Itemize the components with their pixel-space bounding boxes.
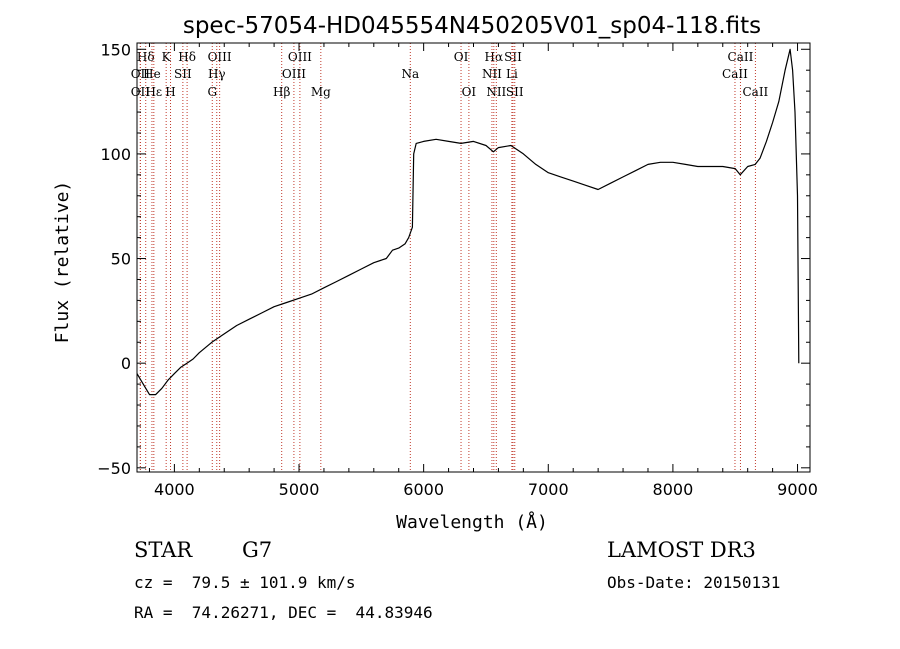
series-line-0 <box>136 48 800 396</box>
marker-label-17: CaII <box>722 67 748 81</box>
x-tick-label-3: 7000 <box>528 480 569 499</box>
marker-label-10: He <box>143 67 161 81</box>
marker-label-16: Li <box>506 67 518 81</box>
marker-label-0: Hδ <box>137 50 155 64</box>
object-subclass: G7 <box>242 538 273 562</box>
y-tick-label-4: 150 <box>100 40 131 59</box>
spectrum-series <box>136 48 800 396</box>
marker-label-3: OIII <box>208 50 232 64</box>
y-axis-label: Flux (relative) <box>52 181 73 344</box>
x-tick-label-0: 4000 <box>154 480 195 499</box>
marker-label-26: SII <box>506 85 524 99</box>
marker-label-25: NII <box>486 85 506 99</box>
x-tick-label-5: 9000 <box>777 480 818 499</box>
marker-label-2: Hδ <box>178 50 196 64</box>
x-tick-label-4: 8000 <box>653 480 694 499</box>
axis-ticks: 4000 5000 6000 7000 8000 9000 −50 0 50 100 150 <box>97 40 818 499</box>
marker-label-22: Hβ <box>273 85 290 99</box>
observation-date: Obs-Date: 20150131 <box>607 573 781 592</box>
marker-label-15: NII <box>482 67 502 81</box>
x-tick-label-2: 6000 <box>403 480 444 499</box>
marker-label-5: OI <box>454 50 469 64</box>
marker-label-19: Hε <box>145 85 162 99</box>
y-tick-label-1: 0 <box>121 354 131 373</box>
plot-frame <box>136 42 811 473</box>
chart-title: spec-57054-HD045554N450205V01_sp04-118.f… <box>183 13 761 39</box>
marker-label-27: CaII <box>742 85 768 99</box>
y-tick-label-3: 100 <box>100 145 131 164</box>
marker-label-20: H <box>165 85 175 99</box>
coordinates: RA = 74.26271, DEC = 44.83946 <box>134 603 433 622</box>
marker-label-23: Mg <box>311 85 331 99</box>
survey-name: LAMOST DR3 <box>607 538 756 562</box>
marker-label-4: OIII <box>288 50 312 64</box>
marker-label-21: G <box>207 85 217 99</box>
marker-label-18: OII <box>131 85 151 99</box>
marker-label-1: K <box>162 50 172 64</box>
x-tick-label-1: 5000 <box>279 480 320 499</box>
marker-label-6: Hα <box>485 50 504 64</box>
redshift-value: cz = 79.5 ± 101.9 km/s <box>134 573 356 592</box>
marker-label-24: OI <box>462 85 477 99</box>
marker-label-11: SII <box>174 67 192 81</box>
marker-label-13: OIII <box>282 67 306 81</box>
y-tick-label-2: 50 <box>111 250 131 269</box>
marker-label-7: SII <box>504 50 522 64</box>
marker-label-14: Na <box>401 67 419 81</box>
y-tick-label-0: −50 <box>97 459 131 478</box>
x-axis-label: Wavelength (Å) <box>396 511 548 533</box>
object-class: STAR <box>134 538 193 562</box>
marker-label-8: CaII <box>728 50 754 64</box>
marker-label-12: Hγ <box>208 67 226 81</box>
